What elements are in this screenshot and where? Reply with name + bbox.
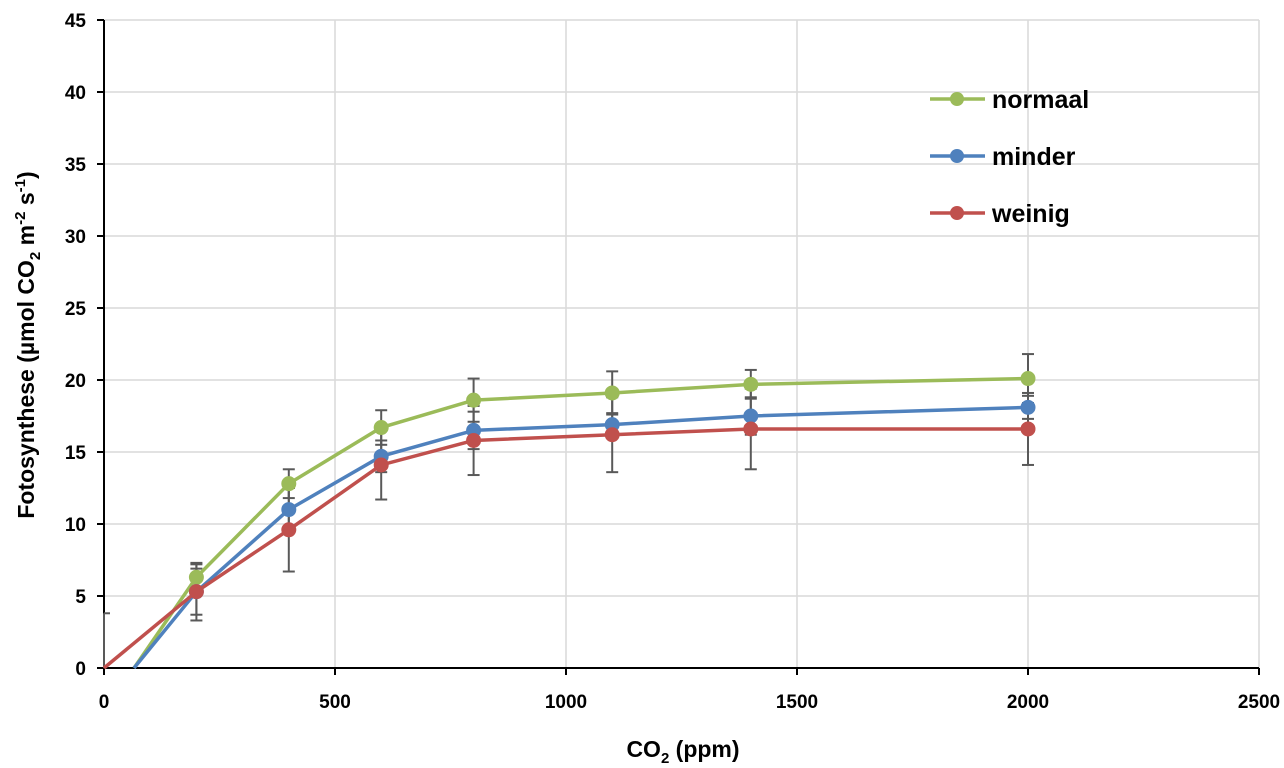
data-point-weinig [1020,421,1036,437]
data-point-minder [281,502,297,518]
y-tick-label: 30 [65,227,86,248]
data-point-weinig [604,427,620,443]
y-tick-label: 45 [65,11,87,32]
legend-label-weinig: weinig [991,200,1070,228]
data-point-normaal [604,385,620,401]
y-axis-title: Fotosynthese (µmol CO2 m-2 s-1) [12,171,44,518]
series-line-normaal [132,376,1029,669]
x-tick-label: 1000 [545,692,587,713]
y-tick-label: 25 [65,299,87,320]
data-point-normaal [281,476,297,492]
data-point-normaal [1020,371,1036,387]
data-point-normaal [743,376,759,392]
series-points [188,371,1036,600]
legend-marker-normaal [950,92,964,106]
gridlines [104,19,1260,668]
legend-marker-weinig [950,206,964,220]
data-point-minder [743,408,759,424]
data-point-weinig [743,421,759,437]
series-lines [102,376,1029,670]
y-tick-label: 20 [65,371,86,392]
data-point-weinig [373,457,389,473]
y-tick-label: 0 [75,659,86,680]
x-tick-label: 2000 [1007,692,1049,713]
y-tick-label: 35 [65,155,87,176]
legend-label-normaal: normaal [992,86,1089,114]
y-tick-label: 5 [75,587,86,608]
data-point-normaal [188,569,204,585]
legend: normaal minder weinig [930,86,1089,228]
y-tick-label: 15 [65,443,87,464]
x-tick-label: 500 [319,692,351,713]
x-tick-label: 0 [99,692,110,713]
series-line-minder [132,405,1029,670]
legend-label-minder: minder [992,143,1076,171]
legend-marker-minder [950,149,964,163]
tick-labels: 0 5 10 15 20 25 30 35 40 45 0 500 1000 1500 2000 2500 [65,11,1280,713]
y-tick-label: 40 [65,83,86,104]
x-tick-label: 1500 [776,692,818,713]
data-point-weinig [281,522,297,538]
axes [97,19,1260,675]
x-tick-label: 2500 [1238,692,1280,713]
data-point-weinig [466,432,482,448]
x-axis-title: CO2 (ppm) [626,736,739,767]
data-point-minder [1020,399,1036,415]
series-line-weinig [102,427,1028,670]
data-point-normaal [466,392,482,408]
error-bars [103,353,1034,668]
data-point-normaal [373,420,389,436]
data-point-weinig [188,584,204,600]
y-tick-label: 10 [65,515,86,536]
